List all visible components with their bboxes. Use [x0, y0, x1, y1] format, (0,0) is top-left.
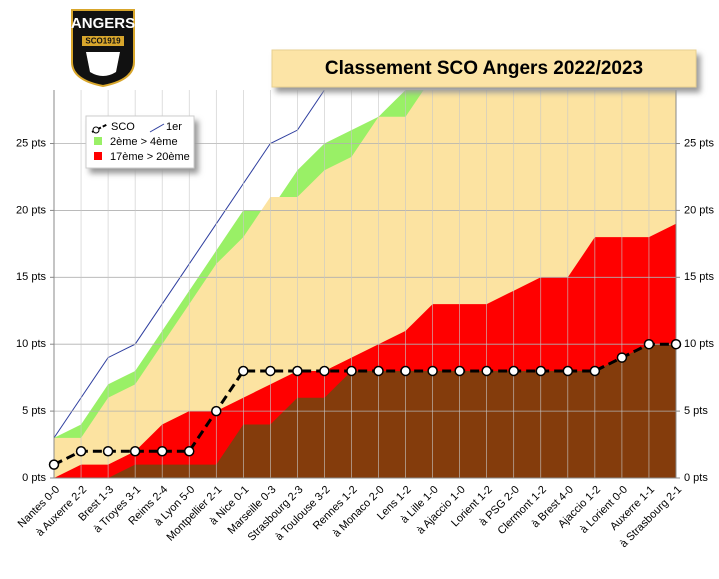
- logo-name: ANGERS: [71, 15, 135, 32]
- sco-point: [346, 365, 357, 377]
- y2-tick-label: 15 pts: [684, 271, 714, 283]
- sco-point: [75, 445, 87, 457]
- chart-title: Classement SCO Angers 2022/2023: [325, 58, 643, 79]
- y-tick-label: 10 pts: [16, 338, 46, 350]
- sco-point: [373, 365, 384, 377]
- sco-point: [616, 352, 628, 363]
- sco-point: [156, 445, 168, 457]
- sco-point: [292, 365, 303, 377]
- legend-swatch: [94, 152, 102, 160]
- sco-point: [319, 365, 330, 377]
- legend-box: [85, 115, 195, 169]
- sco-point: [670, 338, 682, 350]
- legend-label: 17ème > 20ème: [110, 151, 190, 163]
- legend-swatch: [92, 126, 100, 134]
- y2-tick-label: 5 pts: [684, 405, 708, 417]
- sco-point: [589, 365, 601, 377]
- legend-label: SCO: [111, 121, 135, 133]
- y2-tick-label: 20 pts: [684, 204, 714, 216]
- sco-point: [183, 445, 195, 457]
- sco-point: [211, 405, 222, 417]
- sco-point: [454, 365, 465, 377]
- sco-point: [508, 365, 519, 377]
- sco-point: [427, 365, 438, 377]
- grid: [50, 90, 680, 479]
- sco-point: [238, 365, 249, 377]
- y2-tick-label: 25 pts: [684, 137, 714, 149]
- y-tick-label: 15 pts: [16, 271, 46, 283]
- sco-point: [643, 338, 655, 350]
- y-tick-label: 5 pts: [22, 405, 46, 417]
- sco-point: [481, 365, 492, 377]
- legend-label: 1er: [166, 121, 182, 133]
- logo: ANGERS SCO1919: [71, 9, 135, 88]
- sco-point: [102, 445, 114, 457]
- y-tick-label: 0 pts: [22, 472, 46, 484]
- y-tick-label: 25 pts: [16, 137, 46, 149]
- leader-line: [54, 90, 326, 439]
- y2-tick-label: 10 pts: [684, 338, 714, 350]
- legend-swatch: [149, 123, 165, 133]
- y-tick-label: 20 pts: [16, 204, 46, 216]
- sco-point: [400, 365, 411, 377]
- logo-subtitle: SCO1919: [85, 37, 121, 46]
- sco-point: [48, 459, 60, 470]
- legend-label: 2ème > 4ème: [110, 136, 178, 148]
- legend: SCO 1er 2ème > 4ème 17ème > 20ème: [91, 121, 190, 163]
- y2-tick-label: 0 pts: [684, 472, 708, 484]
- sco-point: [562, 365, 574, 377]
- sco-point: [265, 365, 276, 377]
- title-box: [271, 49, 697, 88]
- legend-swatch: [94, 137, 102, 145]
- sco-point: [535, 365, 547, 377]
- sco-point: [129, 445, 141, 457]
- plot-area: [54, 90, 676, 478]
